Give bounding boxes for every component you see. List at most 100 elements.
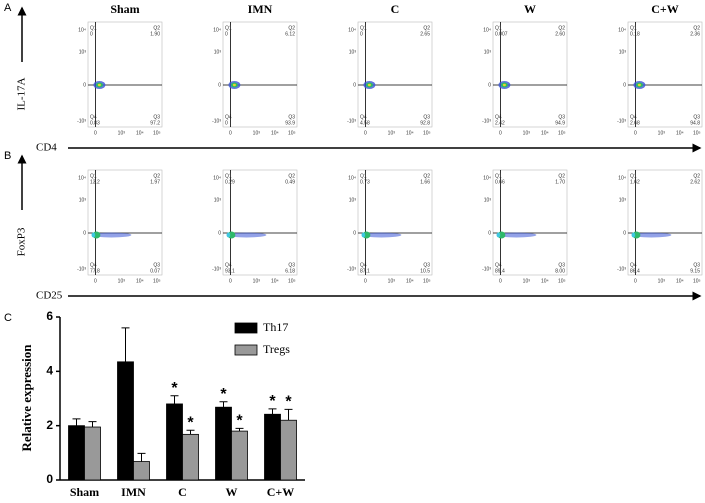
quadrant-value: 8.00 bbox=[555, 268, 565, 274]
y-tick-label: 0 bbox=[623, 230, 626, 236]
quadrant-name: Q4 bbox=[495, 262, 502, 268]
bar bbox=[166, 403, 183, 481]
x-tick-label: 0 bbox=[499, 278, 502, 284]
significance-marker: * bbox=[236, 413, 243, 430]
quadrant-name: Q4 bbox=[90, 262, 97, 268]
error-bar bbox=[219, 401, 228, 408]
x-tick-label: 10⁵ bbox=[153, 278, 161, 284]
y-tick-label: 10³ bbox=[619, 49, 627, 55]
significance-marker: * bbox=[187, 415, 194, 432]
significance-marker: * bbox=[220, 386, 227, 403]
quadrant-value: 92.8 bbox=[420, 120, 430, 126]
x-tick-label: 10⁴ bbox=[676, 130, 684, 136]
quadrant-value: 86.4 bbox=[630, 268, 640, 274]
bar bbox=[264, 413, 281, 481]
significance-marker: * bbox=[269, 393, 276, 410]
event-cloud bbox=[631, 232, 672, 238]
quadrant-name: Q1 bbox=[90, 25, 97, 31]
quadrant-name: Q2 bbox=[558, 173, 565, 179]
x-tick-label: 10⁴ bbox=[406, 130, 414, 136]
y-tick-label: -10³ bbox=[212, 118, 221, 124]
x-tick-label: IMN bbox=[121, 485, 146, 499]
quadrant-name: Q2 bbox=[153, 25, 160, 31]
event-cloud bbox=[226, 232, 267, 238]
quadrant-name: Q2 bbox=[288, 25, 295, 31]
x-tick-label: W bbox=[226, 485, 238, 499]
y-tick-label: -10³ bbox=[482, 118, 491, 124]
quadrant-name: Q4 bbox=[630, 262, 637, 268]
x-tick-label: 10⁴ bbox=[271, 130, 279, 136]
x-tick-label: 10⁵ bbox=[423, 278, 431, 284]
significance-marker: * bbox=[171, 380, 178, 397]
y-tick-label: 0 bbox=[83, 230, 86, 236]
x-tick-label: 10³ bbox=[388, 278, 396, 284]
quadrant-name: Q3 bbox=[423, 262, 430, 268]
y-tick-label: 0 bbox=[218, 230, 221, 236]
x-tick-label: 10³ bbox=[253, 130, 261, 136]
y-tick-label: 10⁴ bbox=[78, 27, 86, 33]
x-tick-label: 10⁵ bbox=[558, 278, 566, 284]
event-cloud bbox=[91, 232, 132, 238]
quadrant-name: Q1 bbox=[225, 25, 232, 31]
x-tick-label: 0 bbox=[94, 278, 97, 284]
quadrant-value: 2.60 bbox=[555, 31, 565, 37]
y-tick-label: 0 bbox=[623, 82, 626, 88]
x-tick-label: 10³ bbox=[388, 130, 396, 136]
quadrant-value: 94.9 bbox=[555, 120, 565, 126]
y-tick-label: 2 bbox=[46, 418, 53, 432]
x-tick-label: 0 bbox=[229, 130, 232, 136]
y-tick-label: 0 bbox=[488, 82, 491, 88]
x-tick-label: 10⁴ bbox=[676, 278, 684, 284]
quadrant-value: 0.73 bbox=[360, 179, 370, 185]
quadrant-value: 1.97 bbox=[150, 179, 160, 185]
quadrant-name: Q1 bbox=[360, 173, 367, 179]
event-cloud bbox=[496, 232, 537, 238]
x-tick-label: 10⁵ bbox=[153, 130, 161, 136]
x-tick-label: 10³ bbox=[523, 130, 531, 136]
x-tick-label: C+W bbox=[267, 485, 295, 499]
quadrant-name: Q3 bbox=[693, 114, 700, 120]
x-tick-label: 10⁴ bbox=[136, 278, 144, 284]
quadrant-name: Q1 bbox=[495, 25, 502, 31]
quadrant-value: 0.18 bbox=[630, 31, 640, 37]
quadrant-name: Q4 bbox=[360, 262, 367, 268]
plot-title: C+W bbox=[651, 2, 679, 16]
x-tick-label: 0 bbox=[364, 278, 367, 284]
y-tick-label: -10³ bbox=[77, 118, 86, 124]
bar bbox=[117, 361, 134, 481]
y-tick-label: -10³ bbox=[617, 266, 626, 272]
y-tick-label: 10⁴ bbox=[618, 175, 626, 181]
y-axis-label: FoxP3 bbox=[16, 227, 28, 256]
y-tick-label: 10⁴ bbox=[348, 27, 356, 33]
quadrant-name: Q3 bbox=[558, 262, 565, 268]
quadrant-name: Q3 bbox=[288, 262, 295, 268]
x-axis-label: CD4 bbox=[36, 142, 57, 154]
quadrant-name: Q1 bbox=[495, 173, 502, 179]
event-cloud bbox=[226, 232, 231, 238]
x-tick-label: 10⁴ bbox=[271, 278, 279, 284]
quadrant-value: 2.62 bbox=[690, 179, 700, 185]
quadrant-value: 0.49 bbox=[285, 179, 295, 185]
quadrant-value: 93.9 bbox=[285, 120, 295, 126]
y-tick-label: -10³ bbox=[347, 118, 356, 124]
error-bar bbox=[137, 452, 146, 462]
y-tick-label: 10⁴ bbox=[348, 175, 356, 181]
quadrant-value: 0 bbox=[90, 31, 93, 37]
quadrant-value: 0.07 bbox=[150, 268, 160, 274]
quadrant-value: 1.66 bbox=[420, 179, 430, 185]
quadrant-name: Q1 bbox=[360, 25, 367, 31]
quadrant-value: 97.2 bbox=[150, 120, 160, 126]
y-axis-label: IL-17A bbox=[16, 77, 28, 110]
event-cloud bbox=[361, 232, 366, 238]
panel-label: B bbox=[4, 150, 11, 162]
plot-frame bbox=[627, 169, 703, 276]
quadrant-value: 87.1 bbox=[360, 268, 370, 274]
legend-swatch bbox=[234, 344, 258, 356]
plot-title: W bbox=[524, 2, 536, 16]
x-tick-label: 10³ bbox=[118, 130, 126, 136]
quadrant-name: Q2 bbox=[288, 173, 295, 179]
quadrant-name: Q3 bbox=[288, 114, 295, 120]
plot-title: IMN bbox=[248, 2, 273, 16]
quadrant-name: Q2 bbox=[423, 25, 430, 31]
quadrant-value: 2.68 bbox=[630, 120, 640, 126]
